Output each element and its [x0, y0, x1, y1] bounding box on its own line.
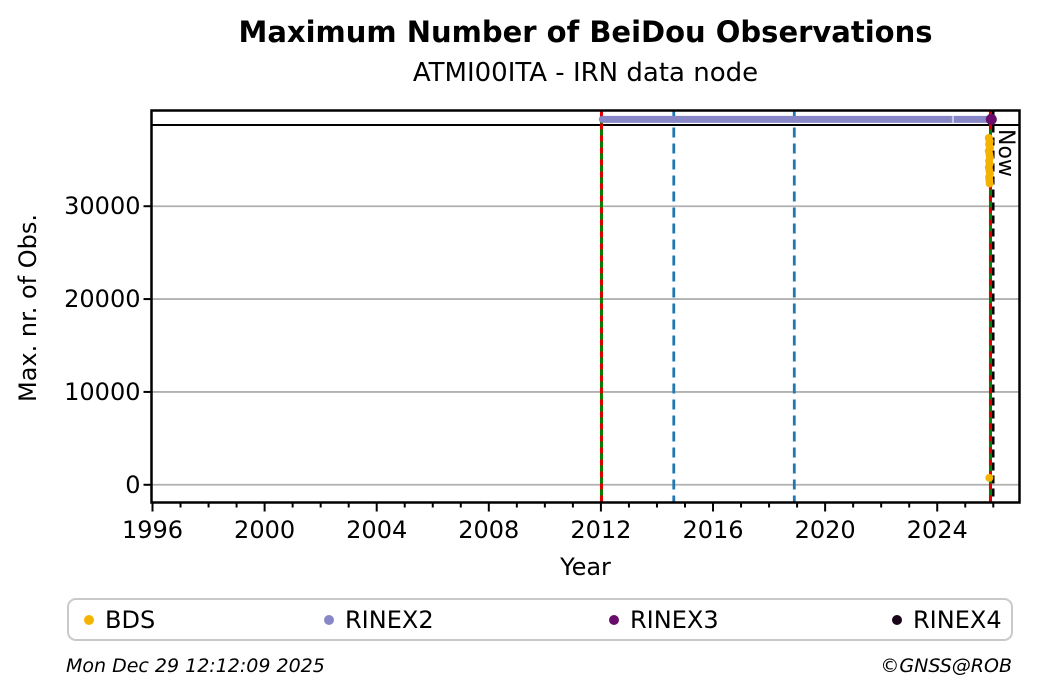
- x-tick-label: 2008: [458, 515, 520, 544]
- x-tick-label: 2012: [570, 515, 632, 544]
- y-tick-label: 20000: [64, 285, 141, 314]
- y-tick-label: 30000: [64, 192, 141, 221]
- legend-label: RINEX4: [913, 606, 1002, 634]
- legend-dot-rinex4: [892, 615, 902, 625]
- legend-label: BDS: [105, 606, 156, 634]
- legend-item-rinex2: RINEX2: [324, 602, 434, 638]
- generated-timestamp: Mon Dec 29 12:12:09 2025: [66, 655, 325, 677]
- x-tick-label: 2000: [234, 515, 296, 544]
- legend-label: RINEX2: [345, 606, 434, 634]
- x-tick-label: 2004: [346, 515, 408, 544]
- legend-item-rinex3: RINEX3: [609, 602, 719, 638]
- legend-item-bds: BDS: [84, 602, 155, 638]
- copyright-credit: ©GNSS@ROB: [880, 655, 1012, 677]
- x-tick-label: 1996: [121, 515, 184, 544]
- legend-dot-bds: [84, 615, 94, 625]
- legend-box: [67, 598, 1013, 641]
- plot-frame: [150, 109, 1021, 504]
- legend-dot-rinex2: [324, 615, 334, 625]
- chart-subtitle: ATMI00ITA - IRN data node: [412, 58, 759, 88]
- series-RINEX3-point: [985, 113, 997, 125]
- y-tick-label: 0: [125, 470, 141, 499]
- x-tick-label: 2020: [794, 515, 856, 544]
- y-tick-label: 10000: [64, 377, 141, 406]
- series-BDS-point: [985, 179, 994, 188]
- x-axis-label: Year: [560, 553, 611, 581]
- x-tick-label: 2016: [682, 515, 744, 544]
- legend-dot-rinex3: [609, 615, 619, 625]
- x-tick-label: 2024: [906, 515, 968, 544]
- series-BDS-point: [985, 473, 994, 482]
- now-annotation: Now: [993, 129, 1018, 177]
- legend-item-rinex4: RINEX4: [892, 602, 1002, 638]
- chart-title: Maximum Number of BeiDou Observations: [238, 15, 933, 49]
- legend-label: RINEX3: [630, 606, 719, 634]
